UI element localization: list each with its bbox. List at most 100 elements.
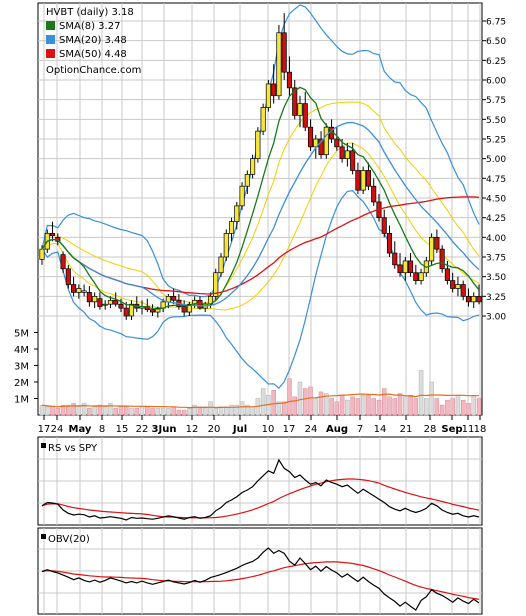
candle-body <box>128 303 135 317</box>
volume-bar <box>339 394 345 416</box>
candle-body <box>113 299 119 305</box>
volume-bar <box>134 408 140 416</box>
y-tick-label: 5.75 <box>486 96 506 106</box>
y-tick-label: 3.75 <box>486 254 506 264</box>
candle-body <box>286 71 293 89</box>
volume-bar <box>387 396 392 416</box>
volume-bar <box>92 406 97 416</box>
price-panel <box>37 2 483 416</box>
volume-bar <box>45 406 50 416</box>
candle-body <box>444 268 450 281</box>
volume-bar <box>71 403 76 416</box>
volume-bar <box>345 399 350 416</box>
legend-label-sma8: SMA(8) 3.27 <box>59 21 120 32</box>
volume-tick-label: 5M <box>14 329 29 340</box>
candle-body <box>297 103 303 116</box>
price-axis: 6.75 6.50 6.25 6.00 5.75 5.50 5.25 5.00 4.75 4.50… <box>482 18 506 323</box>
x-tick-label: 21 <box>400 424 413 435</box>
y-tick-label: 5.50 <box>486 116 506 126</box>
candle-body <box>255 130 261 160</box>
volume-bar <box>260 388 266 416</box>
volume-bar <box>197 406 203 416</box>
volume-bar <box>287 378 292 416</box>
x-tick-label: 17 <box>38 424 51 435</box>
volume-bar <box>450 398 455 416</box>
channel-lower <box>41 142 480 311</box>
candle-body <box>418 272 424 281</box>
candle-body <box>228 221 235 234</box>
volume-bar <box>271 390 276 416</box>
x-tick-label: May <box>69 424 92 435</box>
volume-bar <box>192 404 197 416</box>
y-tick-label: 6.50 <box>486 37 506 47</box>
candle-body <box>218 256 224 274</box>
volume-bar <box>145 406 150 416</box>
bollinger-lower <box>41 189 480 390</box>
legend-label-sma20: SMA(20) 3.48 <box>59 35 127 46</box>
x-tick-label: 17 <box>283 424 296 435</box>
candle-body <box>265 83 271 108</box>
candle-body <box>239 185 245 207</box>
candle-body <box>71 284 77 293</box>
candle-body <box>334 138 340 148</box>
candle-body <box>86 292 92 303</box>
candle-body <box>307 126 314 148</box>
volume-bar <box>239 401 245 416</box>
volume-bar <box>208 401 213 416</box>
x-tick-label: 15 <box>116 424 129 435</box>
candle-body <box>155 307 161 313</box>
volume-bar <box>39 404 45 416</box>
volume-bar <box>55 408 61 416</box>
candle-body <box>429 236 435 262</box>
candle-body <box>365 170 371 187</box>
legend-swatch-sma20 <box>46 35 55 44</box>
volume-bar <box>218 406 224 416</box>
x-tick-label: 18 <box>474 424 487 435</box>
y-tick-label: 4.00 <box>486 234 506 244</box>
y-tick-label: 5.25 <box>486 136 506 146</box>
volume-bar <box>150 408 155 416</box>
date-axis: 17 24 May 8 15 22 3Jun 12 20 Jul 10 17 24 Aug 7 14 21 28 S… <box>38 415 487 435</box>
volume-bar <box>60 404 66 416</box>
volume-bar <box>97 404 103 416</box>
candle-body <box>250 158 256 175</box>
volume-bar <box>229 404 234 416</box>
volume-bar <box>224 406 229 416</box>
obv-average-line <box>41 561 480 600</box>
volume-tick-label: 3M <box>14 362 29 373</box>
watermark: OptionChance.com <box>46 65 141 76</box>
candle-body <box>386 233 393 254</box>
x-tick-label: 14 <box>374 424 387 435</box>
volume-bar <box>171 406 176 416</box>
volume-bar <box>434 398 440 416</box>
x-tick-label: 24 <box>305 424 318 435</box>
candle-body <box>360 170 366 191</box>
volume-bar <box>318 391 324 416</box>
candle-body <box>439 248 445 270</box>
x-tick-label: Sep <box>441 424 462 435</box>
candle-body <box>471 295 477 303</box>
volume-bar <box>376 399 382 416</box>
candle-body <box>171 295 177 301</box>
volume-bar <box>313 398 319 416</box>
volume-bar <box>81 403 87 416</box>
volume-bar <box>366 394 371 416</box>
x-tick-label: 7 <box>357 424 363 435</box>
x-tick-label: 20 <box>208 424 221 435</box>
candle-body <box>39 248 45 260</box>
candle-body <box>276 32 282 97</box>
sma8-line <box>41 86 480 310</box>
candle-body <box>60 254 66 270</box>
candle-body <box>107 299 113 305</box>
candle-body <box>455 284 461 289</box>
volume-bar <box>392 398 398 416</box>
volume-bar <box>403 396 408 416</box>
candle-body <box>118 303 124 309</box>
candle-body <box>49 233 56 237</box>
volume-bar <box>329 398 334 416</box>
y-tick-label: 4.25 <box>486 214 506 224</box>
candle-body <box>181 306 187 313</box>
candle-body <box>408 260 414 274</box>
y-tick-label: 6.25 <box>486 57 506 67</box>
